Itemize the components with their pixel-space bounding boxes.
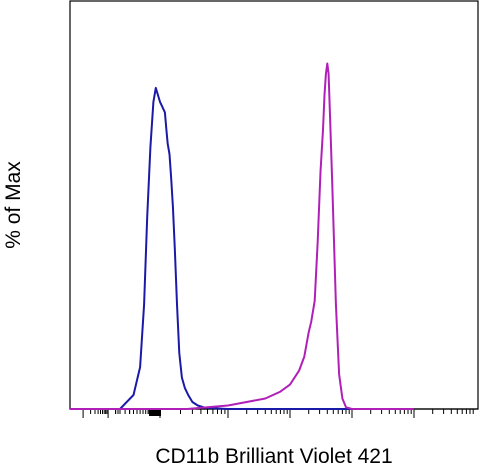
series-layer [70, 62, 414, 410]
x-axis-ticks [82, 409, 474, 418]
x-axis-label: CD11b Brilliant Violet 421 [155, 445, 392, 468]
series-line-2 [70, 62, 414, 410]
plot-frame [69, 0, 479, 410]
series-line-1 [70, 86, 414, 410]
x-tick-cluster [149, 409, 161, 416]
y-axis-label: % of Max [2, 161, 25, 249]
